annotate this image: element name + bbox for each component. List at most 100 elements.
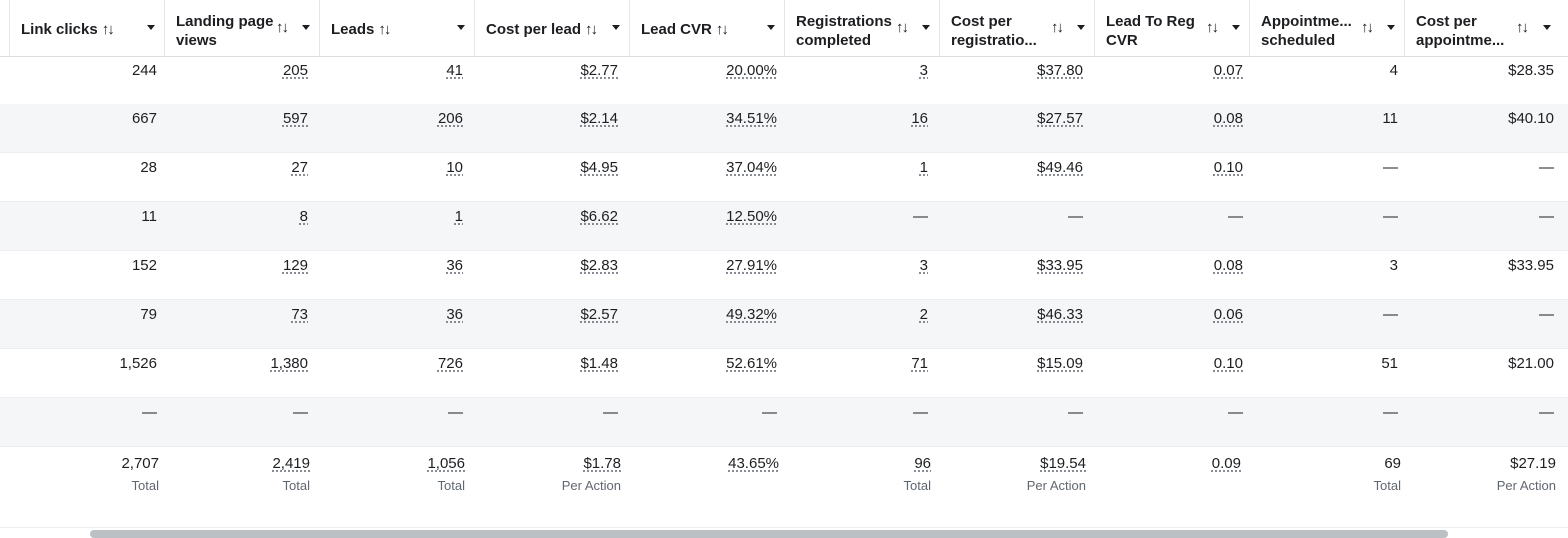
cell-landing-page-views[interactable]: 597 [282,110,308,127]
cell-appointments-scheduled: — [1383,306,1398,323]
cell-lead-cvr[interactable]: 52.61% [726,355,777,372]
cell-lead-to-reg-cvr[interactable]: 0.08 [1213,110,1243,127]
sort-arrows-icon[interactable]: ↑↓ [101,21,115,38]
sort-arrows-icon[interactable]: ↑↓ [276,19,289,36]
caret-down-icon[interactable] [1077,25,1085,30]
cell-cost-per-registration[interactable]: $33.95 [1037,257,1083,274]
cell-cost-per-lead[interactable]: $1.48 [580,355,618,372]
cell-lead-to-reg-cvr[interactable]: 0.08 [1213,257,1243,274]
cell-lead-to-reg-cvr[interactable]: 0.10 [1213,159,1243,176]
cell-landing-page-views[interactable]: 73 [291,306,308,323]
cell-cost-per-lead[interactable]: $2.14 [580,110,618,127]
cell-cost-per-registration[interactable]: $27.57 [1037,110,1083,127]
cell-cost-per-registration: — [1068,404,1083,421]
sort-arrows-icon[interactable]: ↑↓ [1206,19,1219,36]
total-label: Total [131,478,159,493]
cell-cost-per-lead[interactable]: $2.83 [580,257,618,274]
cell-leads[interactable]: 10 [446,159,463,176]
caret-down-icon[interactable] [612,25,620,30]
cell-lead-cvr[interactable]: 34.51% [726,110,777,127]
cell-link-clicks: 79 [140,306,157,323]
total-lead-cvr[interactable]: 43.65% [728,455,779,472]
cell-cost-per-registration[interactable]: $49.46 [1037,159,1083,176]
total-cost-per-lead[interactable]: $1.78 [583,455,621,472]
cell-cost-per-appointment: — [1539,159,1554,176]
header-lead-to-reg-cvr[interactable]: Lead To Reg CVR ↑↓ [1095,0,1250,56]
caret-down-icon[interactable] [767,25,775,30]
cell-landing-page-views[interactable]: 8 [299,208,308,225]
total-leads[interactable]: 1,056 [427,455,465,472]
cell-lead-cvr[interactable]: 20.00% [726,62,777,79]
header-cost-per-appointment[interactable]: Cost per appointme... ↑↓ [1405,0,1568,56]
cell-registrations-completed[interactable]: 2 [919,306,928,323]
header-cost-per-registration[interactable]: Cost per registratio... ↑↓ [940,0,1095,56]
total-lead-to-reg-cvr[interactable]: 0.09 [1211,455,1241,472]
caret-down-icon[interactable] [457,25,465,30]
cell-lead-cvr[interactable]: 12.50% [726,208,777,225]
cell-cost-per-lead[interactable]: $2.77 [580,62,618,79]
cell-cost-per-registration: — [1068,208,1083,225]
cell-registrations-completed[interactable]: 1 [919,159,928,176]
cell-cost-per-registration[interactable]: $46.33 [1037,306,1083,323]
caret-down-icon[interactable] [1543,25,1551,30]
cell-leads[interactable]: 36 [446,306,463,323]
header-link-clicks[interactable]: Link clicks ↑↓ [10,0,165,56]
cell-registrations-completed[interactable]: 3 [919,257,928,274]
header-registrations-completed[interactable]: Registrations completed ↑↓ [785,0,940,56]
cell-lead-to-reg-cvr[interactable]: 0.07 [1213,62,1243,79]
column-title: Cost per [951,13,1012,30]
sort-arrows-icon[interactable]: ↑↓ [585,21,598,38]
sort-arrows-icon[interactable]: ↑↓ [1051,19,1064,36]
cell-leads[interactable]: 36 [446,257,463,274]
cell-registrations-completed[interactable]: 16 [911,110,928,127]
sort-arrows-icon[interactable]: ↑↓ [896,19,909,36]
cell-landing-page-views[interactable]: 1,380 [270,355,308,372]
header-landing-page-views[interactable]: Landing page views ↑↓ [165,0,320,56]
caret-down-icon[interactable] [147,25,155,30]
cell-cost-per-registration[interactable]: $37.80 [1037,62,1083,79]
table-row: 1,526 1,380 726 $1.48 52.61% 71 $15.09 0.10 51 $2… [0,349,1568,398]
horizontal-scrollbar-thumb[interactable] [90,530,1448,538]
cell-lead-to-reg-cvr[interactable]: 0.10 [1213,355,1243,372]
cell-appointments-scheduled: 11 [1382,110,1398,127]
total-appointments-scheduled: 69 [1384,455,1401,472]
cell-lead-cvr[interactable]: 49.32% [726,306,777,323]
cell-registrations-completed[interactable]: 71 [911,355,928,372]
header-lead-cvr[interactable]: Lead CVR ↑↓ [630,0,785,56]
total-cost-per-registration[interactable]: $19.54 [1040,455,1086,472]
cell-landing-page-views[interactable]: 27 [291,159,308,176]
cell-cost-per-lead[interactable]: $2.57 [580,306,618,323]
cell-lead-cvr[interactable]: 27.91% [726,257,777,274]
cell-landing-page-views[interactable]: 205 [282,62,308,79]
cell-leads[interactable]: 726 [437,355,463,372]
cell-leads[interactable]: 41 [446,62,463,79]
cell-leads[interactable]: 1 [454,208,463,225]
caret-down-icon[interactable] [922,25,930,30]
table-row: 667 597 206 $2.14 34.51% 16 $27.57 0.08 11 $40.10 [0,104,1568,153]
cell-lead-to-reg-cvr: — [1228,404,1243,421]
table-row: — — — — — — — — — — [0,398,1568,447]
cell-cost-per-lead[interactable]: $6.62 [580,208,618,225]
cell-leads[interactable]: 206 [437,110,463,127]
cell-lead-to-reg-cvr[interactable]: 0.06 [1213,306,1243,323]
sort-arrows-icon[interactable]: ↑↓ [378,21,391,38]
column-title-line2: appointme... [1416,32,1505,49]
header-cost-per-lead[interactable]: Cost per lead ↑↓ [475,0,630,56]
caret-down-icon[interactable] [1232,25,1240,30]
cell-registrations-completed[interactable]: 3 [919,62,928,79]
header-leads[interactable]: Leads ↑↓ [320,0,475,56]
cell-cost-per-registration[interactable]: $15.09 [1037,355,1083,372]
cell-landing-page-views[interactable]: 129 [282,257,308,274]
header-appointments-scheduled[interactable]: Appointme... scheduled ↑↓ [1250,0,1405,56]
cell-cost-per-lead[interactable]: $4.95 [580,159,618,176]
sort-arrows-icon[interactable]: ↑↓ [1516,19,1529,36]
total-registrations-completed[interactable]: 96 [914,455,931,472]
cell-cost-per-appointment: — [1539,404,1554,421]
total-landing-page-views[interactable]: 2,419 [272,455,310,472]
caret-down-icon[interactable] [1387,25,1395,30]
cell-lead-cvr[interactable]: 37.04% [726,159,777,176]
sort-arrows-icon[interactable]: ↑↓ [715,21,729,38]
sort-arrows-icon[interactable]: ↑↓ [1361,19,1374,36]
cell-link-clicks: 667 [131,110,157,127]
caret-down-icon[interactable] [302,25,310,30]
